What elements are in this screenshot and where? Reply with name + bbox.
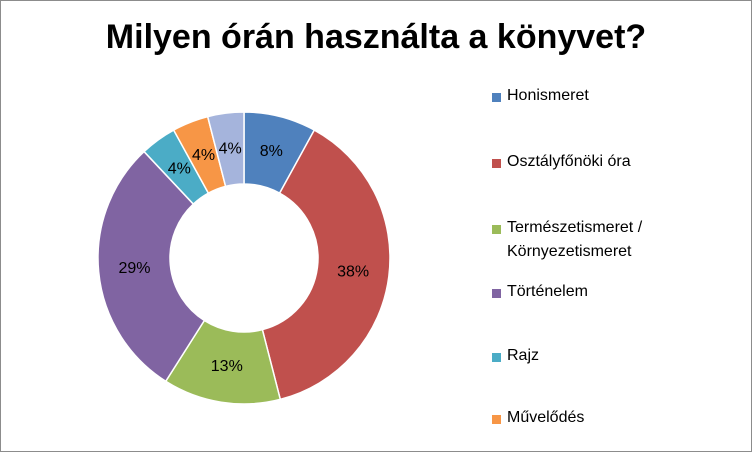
legend-swatch: [492, 225, 501, 234]
data-label-3: 13%: [211, 358, 243, 375]
legend-label: Történelem: [507, 283, 588, 300]
legend-label: Művelődés: [507, 409, 585, 426]
donut-slice-7: [206, 111, 245, 188]
donut-slice-4: [97, 150, 206, 383]
data-label-4: 29%: [118, 260, 150, 277]
legend-item-honismeret: Honismeret: [492, 87, 687, 108]
legend-item-tortenelem: Történelem: [492, 283, 687, 304]
legend-item-muvelodes: Művelődés: [492, 409, 687, 430]
legend-swatch: [492, 93, 501, 102]
legend-swatch: [492, 353, 501, 362]
data-label-6: 4%: [192, 147, 215, 164]
legend-label: Osztályfőnöki óra: [507, 153, 631, 170]
legend-label: Rajz: [507, 347, 540, 364]
data-label-1: 8%: [260, 143, 283, 160]
legend-item-termeszetismeret: Természetismeret / Környezetismeret: [492, 219, 687, 264]
legend-swatch: [492, 159, 501, 168]
donut-slice-2: [261, 129, 391, 401]
legend-label: Honismeret: [507, 87, 589, 104]
data-label-7: 4%: [219, 140, 242, 157]
legend-item-rajz: Rajz: [492, 347, 687, 368]
legend-swatch: [492, 415, 501, 424]
legend-label: Természetismeret / Környezetismeret: [507, 219, 643, 260]
data-label-2: 38%: [337, 263, 369, 280]
legend-swatch: [492, 289, 501, 298]
legend-item-osztalyfonoki-ora: Osztályfőnöki óra: [492, 153, 687, 174]
data-label-5: 4%: [168, 161, 191, 178]
chart-title: Milyen órán használta a könyvet?: [105, 18, 647, 56]
